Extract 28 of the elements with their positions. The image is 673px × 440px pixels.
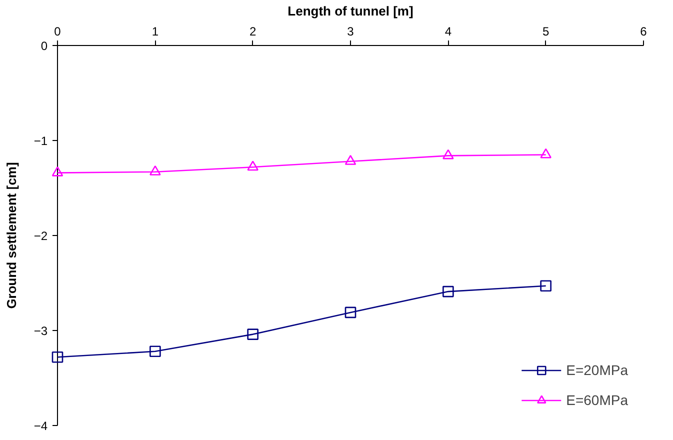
x-tick-label: 4: [444, 24, 452, 38]
point: [247, 328, 258, 340]
x-tick-label: 2: [249, 24, 256, 38]
y-tick-label: −3: [34, 324, 48, 338]
y-axis-title: Ground settlement [cm]: [4, 162, 19, 309]
y-tick-label: 0: [40, 39, 48, 53]
point: [247, 160, 258, 171]
point: [344, 306, 356, 318]
point: [150, 346, 161, 358]
x-tick-label: 5: [542, 24, 550, 38]
x-tick-label: 1: [152, 24, 159, 38]
y-tick-label: −2: [34, 229, 48, 243]
x-tick-label: 0: [54, 24, 62, 38]
point: [52, 351, 64, 363]
legend-label: E=60MPa: [566, 392, 628, 408]
x-tick-label: 3: [347, 24, 354, 38]
point: [540, 148, 552, 158]
point: [442, 149, 454, 160]
x-axis-title: Length of tunnel [m]: [288, 4, 414, 18]
point: [344, 154, 356, 165]
point: [52, 166, 64, 176]
point: [150, 165, 161, 176]
legend-label: E=20MPa: [566, 362, 628, 378]
point: [442, 286, 454, 298]
point: [540, 280, 552, 292]
y-tick-label: −4: [34, 419, 48, 433]
y-tick-label: −1: [34, 134, 48, 148]
x-tick-label: 6: [640, 24, 648, 38]
